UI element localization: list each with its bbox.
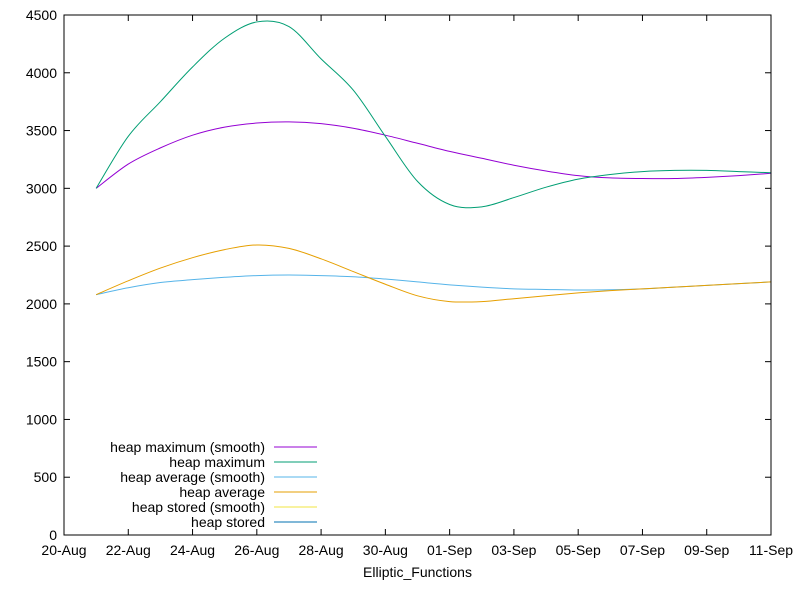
- y-tick-label: 4000: [26, 65, 57, 81]
- series-line-3: [95, 244, 772, 303]
- x-tick-label: 20-Aug: [41, 542, 86, 558]
- y-tick-label: 0: [49, 527, 57, 543]
- legend-label: heap maximum: [169, 454, 265, 470]
- y-axis-ticks: 0 500 1000 1500 2000 2500 3000 3500 4000 4500: [26, 7, 771, 543]
- x-tick-label: 07-Sep: [620, 542, 665, 558]
- x-tick-label: 03-Sep: [491, 542, 536, 558]
- y-tick-label: 1500: [26, 354, 57, 370]
- series-line-2: [96, 274, 772, 296]
- x-tick-label: 26-Aug: [234, 542, 279, 558]
- x-tick-label: 30-Aug: [363, 542, 408, 558]
- x-tick-label: 01-Sep: [427, 542, 472, 558]
- y-tick-label: 3000: [26, 180, 57, 196]
- x-axis-title: Elliptic_Functions: [363, 564, 472, 580]
- x-tick-label: 24-Aug: [170, 542, 215, 558]
- legend-label: heap average: [179, 484, 265, 500]
- plot-lines: [95, 20, 772, 303]
- x-tick-label: 11-Sep: [749, 542, 793, 558]
- legend-label: heap stored: [191, 514, 265, 530]
- y-tick-label: 2500: [26, 238, 57, 254]
- x-axis-ticks: 20-Aug 22-Aug 24-Aug 26-Aug 28-Aug 30-Aug 01-S…: [41, 15, 793, 558]
- x-tick-label: 22-Aug: [106, 542, 151, 558]
- y-tick-label: 1000: [26, 411, 57, 427]
- legend-label: heap maximum (smooth): [110, 439, 265, 455]
- x-tick-label: 05-Sep: [556, 542, 601, 558]
- y-tick-label: 4500: [26, 7, 57, 23]
- legend-label: heap stored (smooth): [132, 499, 265, 515]
- y-tick-label: 500: [34, 469, 58, 485]
- legend-label: heap average (smooth): [120, 469, 265, 485]
- x-tick-label: 09-Sep: [684, 542, 729, 558]
- x-tick-label: 28-Aug: [299, 542, 344, 558]
- y-tick-label: 2000: [26, 296, 57, 312]
- plot-frame: [63, 14, 772, 536]
- y-tick-label: 3500: [26, 123, 57, 139]
- series-line-0: [95, 121, 772, 189]
- series-line-1: [95, 20, 772, 209]
